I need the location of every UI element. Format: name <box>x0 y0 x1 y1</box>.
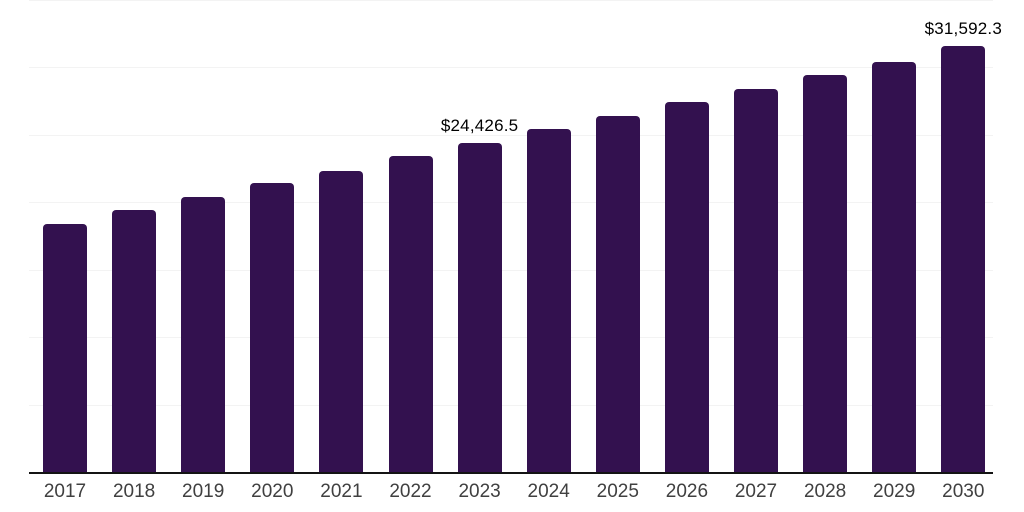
bar-2025 <box>595 116 640 472</box>
bar-2020 <box>250 182 295 472</box>
x-tick-label-2019: 2019 <box>182 481 225 502</box>
x-axis-labels: 2017 2018 2019 2020 2021 2022 2023 2024 2025 2026… <box>29 481 993 505</box>
bar-value-label-2030: $31,592.3 <box>924 19 1003 38</box>
gridline-5000 <box>29 405 993 406</box>
bar-2028 <box>803 74 848 472</box>
gridline-30000 <box>29 67 993 68</box>
bar-2029 <box>872 62 917 472</box>
x-axis-line <box>29 472 993 474</box>
x-tick-label-2022: 2022 <box>389 481 432 502</box>
x-tick-label-2025: 2025 <box>596 481 639 502</box>
plot-area: $24,426.5 $31,592.3 <box>29 0 1002 474</box>
bar-2027 <box>734 89 778 472</box>
x-tick-label-2018: 2018 <box>112 481 156 502</box>
x-tick-label-2030: 2030 <box>942 481 985 502</box>
bar-2024 <box>526 128 571 472</box>
gridline-35000 <box>29 0 993 1</box>
bar-value-label-2023: $24,426.5 <box>440 115 519 135</box>
x-tick-label-2028: 2028 <box>803 481 847 502</box>
bar-2017 <box>43 223 87 472</box>
x-tick-label-2020: 2020 <box>251 481 294 502</box>
bar-2026 <box>664 101 709 472</box>
gridline-25000 <box>29 135 993 136</box>
x-tick-label-2027: 2027 <box>734 481 778 502</box>
bar-2021 <box>319 170 364 472</box>
bar-2019 <box>181 196 226 472</box>
bar-2022 <box>388 155 433 472</box>
x-tick-label-2021: 2021 <box>320 481 363 502</box>
x-tick-label-2023: 2023 <box>458 481 501 502</box>
bar-2030 <box>941 46 986 472</box>
x-tick-label-2029: 2029 <box>873 481 916 502</box>
bar-2018 <box>112 209 157 472</box>
gridline-15000 <box>29 270 993 271</box>
x-tick-label-2017: 2017 <box>43 481 87 502</box>
x-tick-label-2024: 2024 <box>527 481 570 502</box>
gridline-10000 <box>29 337 993 338</box>
bar-2023 <box>457 142 502 472</box>
gridline-20000 <box>29 202 993 203</box>
x-tick-label-2026: 2026 <box>665 481 709 502</box>
